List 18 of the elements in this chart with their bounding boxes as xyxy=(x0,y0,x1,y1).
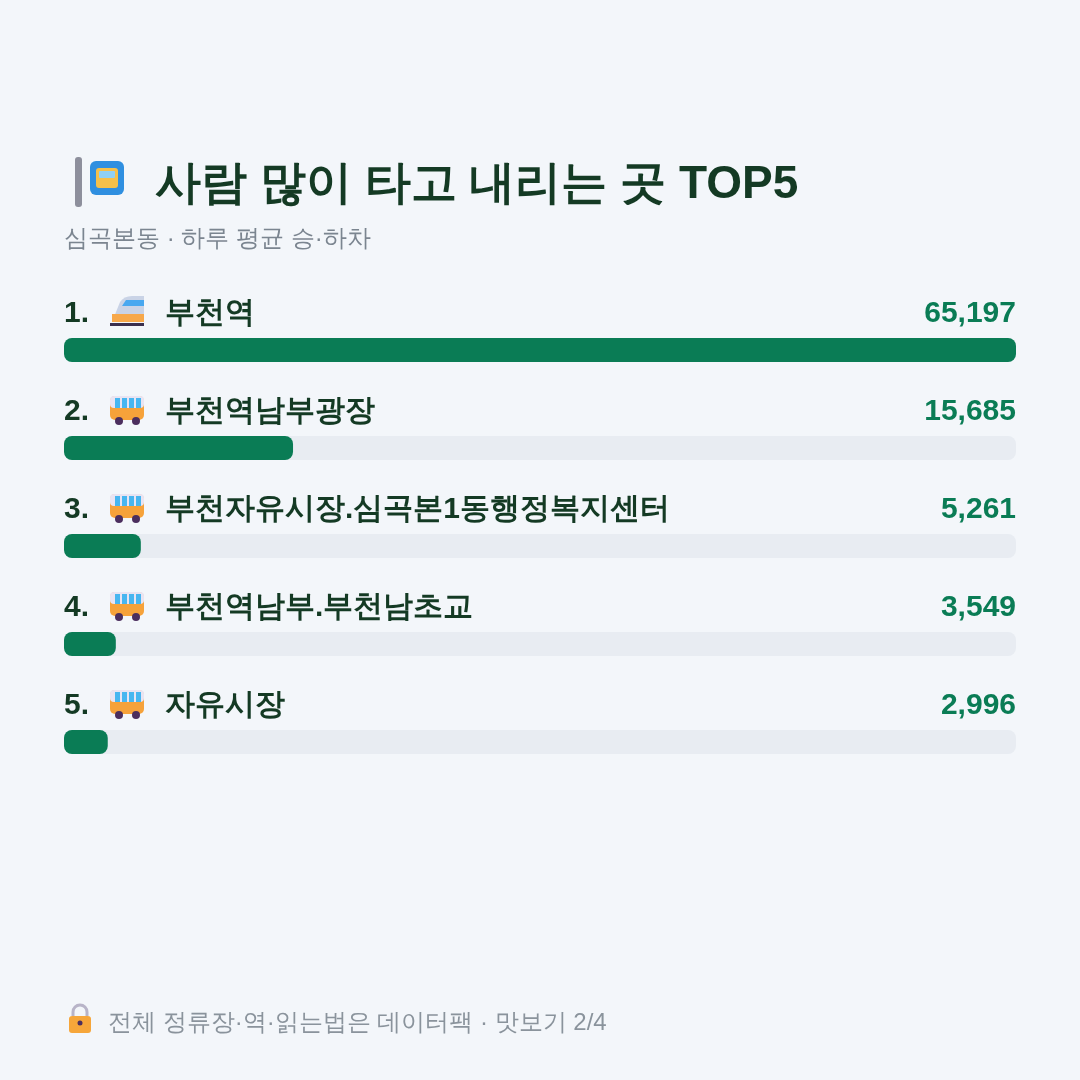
category-name: 부천역남부.부천남초교 xyxy=(165,589,474,622)
category-rank: 3. xyxy=(64,491,90,524)
category-rank: 2. xyxy=(64,393,90,426)
category-name: 부천자유시장.심곡본1동행정복지센터 xyxy=(165,491,671,524)
note: 전체 정류장·역·읽는법은 데이터팩 · 맛보기 2/4 xyxy=(108,1008,607,1035)
chart-title: 사람 많이 타고 내리는 곳 TOP5 xyxy=(155,156,799,208)
category-name: 자유시장 xyxy=(165,687,285,720)
category-name: 부천역 xyxy=(165,295,255,328)
chart-subtitle: 심곡본동 · 하루 평균 승·하차 xyxy=(64,224,371,251)
data-label: 2,996 xyxy=(940,687,1016,720)
data-label: 65,197 xyxy=(924,295,1016,328)
category-rank: 1. xyxy=(64,295,90,328)
data-label: 3,549 xyxy=(940,589,1016,622)
category-name: 부천역남부광장 xyxy=(165,393,375,426)
data-label: 15,685 xyxy=(924,393,1016,426)
category-rank: 4. xyxy=(64,589,90,622)
category-rank: 5. xyxy=(64,687,90,720)
data-label: 5,261 xyxy=(940,491,1016,524)
